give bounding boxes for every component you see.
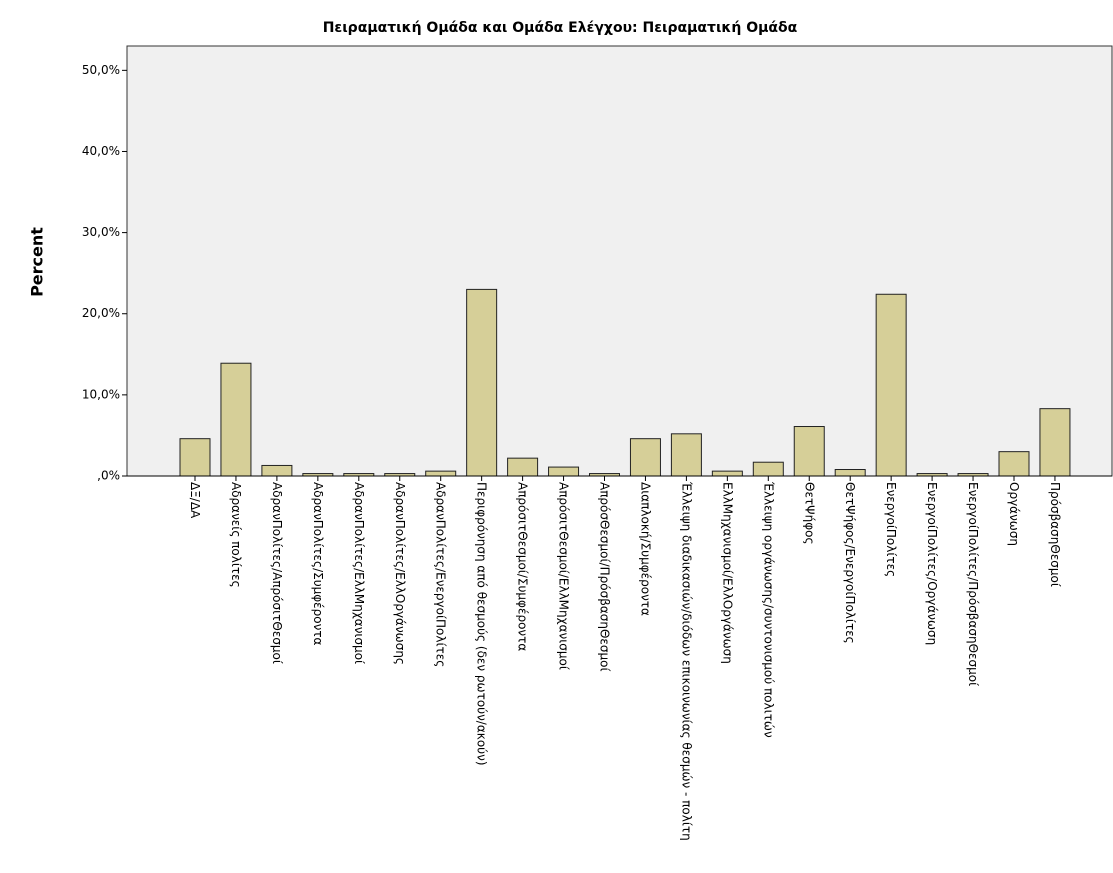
x-tick-label: ΑπρόσιτΘεσμοί/Συμφέροντα	[515, 482, 530, 652]
y-tick-label: 30,0%	[82, 225, 120, 239]
x-tick-label: ΠρόσβασηΘεσμοί	[1047, 482, 1062, 587]
x-tick-label: Οργάνωση	[1007, 482, 1021, 547]
x-tick-label: ΑπρόσΘεσμοί/ΠρόσβασηΘεσμοί	[597, 482, 612, 672]
x-tick-label: ΕλλΜηχανισμοί/ΕλλΟργάνωση	[720, 482, 735, 664]
x-tick-label: ΔΞ/ΔΑ	[188, 482, 202, 519]
x-tick-label: Έλλειψη διαδικασιών/διόδων επικοινωνίας …	[679, 482, 694, 841]
y-tick-label: 10,0%	[82, 387, 120, 401]
x-tick-label: Αδρανείς πολίτες	[228, 482, 243, 588]
x-tick-label: ΑδρανΠολίτες/ΕλλΟργάνωσης	[392, 482, 407, 665]
bar	[466, 288, 498, 477]
x-tick-label: ΕνεργοίΠολίτες/ΠρόσβασηΘεσμοί	[966, 482, 981, 687]
x-tick-label: Διαπλοκή/Συμφέροντα	[638, 482, 653, 616]
x-tick-label: ΑδρανΠολίτες/ΑπρόσιτΘεσμοί	[269, 482, 284, 664]
bar	[711, 470, 743, 477]
plot-area	[126, 45, 1113, 477]
bar	[670, 433, 702, 477]
x-tick-label: Περιφρόνηση από θεσμούς (δεν ρωτούν/ακού…	[474, 482, 489, 766]
x-tick-label: ΑπρόσιτΘεσμοί/ΕλλΜηχανισμοί	[556, 482, 571, 670]
bar	[179, 438, 211, 477]
chart-title: Πειραματική Ομάδα και Ομάδα Ελέγχου: Πει…	[323, 20, 798, 36]
bar	[834, 469, 866, 477]
x-tick-label: ΕνεργοίΠολίτες/Οργάνωση	[925, 482, 940, 646]
bar	[507, 457, 539, 477]
y-axis-label: Percent	[28, 227, 47, 297]
x-tick-label: ΘετΨήφος/ΕνεργοίΠολίτες	[843, 482, 858, 644]
bar	[425, 470, 457, 477]
y-tick-label: 40,0%	[82, 144, 120, 158]
x-tick-label: ΘετΨήφος	[802, 482, 817, 545]
bar	[1039, 408, 1071, 477]
bar	[629, 438, 661, 477]
y-tick-label: 20,0%	[82, 306, 120, 320]
x-tick-label: ΕνεργοίΠολίτες	[884, 482, 899, 578]
bar	[998, 451, 1030, 477]
bar	[261, 464, 293, 477]
x-tick-label: Έλλειψη οργάνωσης/συντονισμού πολιτών	[761, 482, 776, 738]
bar	[752, 461, 784, 477]
bar	[793, 426, 825, 477]
y-tick-label: 50,0%	[82, 63, 120, 77]
bar	[875, 293, 907, 477]
bar	[548, 466, 580, 477]
x-tick-label: ΑδρανΠολίτες/Συμφέροντα	[310, 482, 325, 646]
y-tick-label: ,0%	[97, 469, 120, 483]
bar	[220, 362, 252, 477]
x-tick-label: ΑδρανΠολίτες/ΕλλΜηχανισμοί	[351, 482, 366, 665]
x-tick-label: ΑδρανΠολίτες/ΕνεργοίΠολίτες	[433, 482, 448, 668]
